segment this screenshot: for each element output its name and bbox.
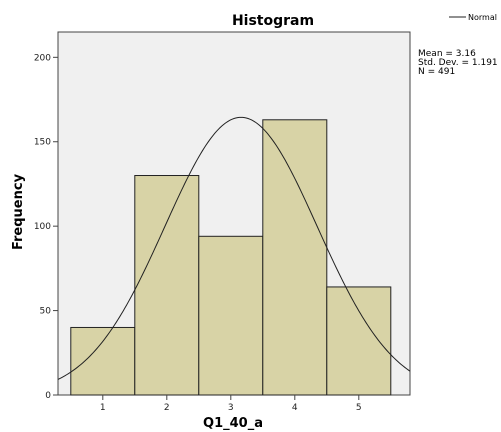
x-tick-label: 3 (228, 403, 234, 413)
stat-mean: Mean = 3.16 (418, 49, 476, 59)
x-axis-label: Q1_40_a (203, 416, 263, 431)
stat-n: N = 491 (418, 67, 455, 77)
normal-curve (57, 116, 411, 380)
x-tick-label: 1 (100, 403, 106, 413)
bar-4 (262, 119, 328, 396)
chart-title: Histogram (232, 13, 314, 29)
x-tick-label: 4 (292, 403, 298, 413)
y-axis-ticks: 0 50 100 150 200 (34, 53, 58, 401)
y-tick-label: 100 (34, 222, 51, 232)
bar-1 (70, 326, 136, 396)
legend-label: Normal (468, 13, 497, 22)
y-tick-label: 150 (34, 138, 51, 148)
x-axis-ticks: 1 2 3 4 5 (100, 395, 362, 413)
bar-3 (198, 235, 264, 396)
bar-2 (134, 175, 200, 396)
y-tick-label: 0 (45, 391, 51, 401)
y-tick-label: 50 (40, 307, 52, 317)
x-tick-label: 5 (356, 403, 362, 413)
x-tick-label: 2 (164, 403, 170, 413)
stat-std-dev: Std. Dev. = 1.191 (418, 58, 498, 68)
bar-5 (326, 286, 392, 396)
y-tick-label: 200 (34, 53, 51, 63)
y-axis-label: Frequency (11, 173, 26, 250)
bars-group (70, 119, 392, 396)
